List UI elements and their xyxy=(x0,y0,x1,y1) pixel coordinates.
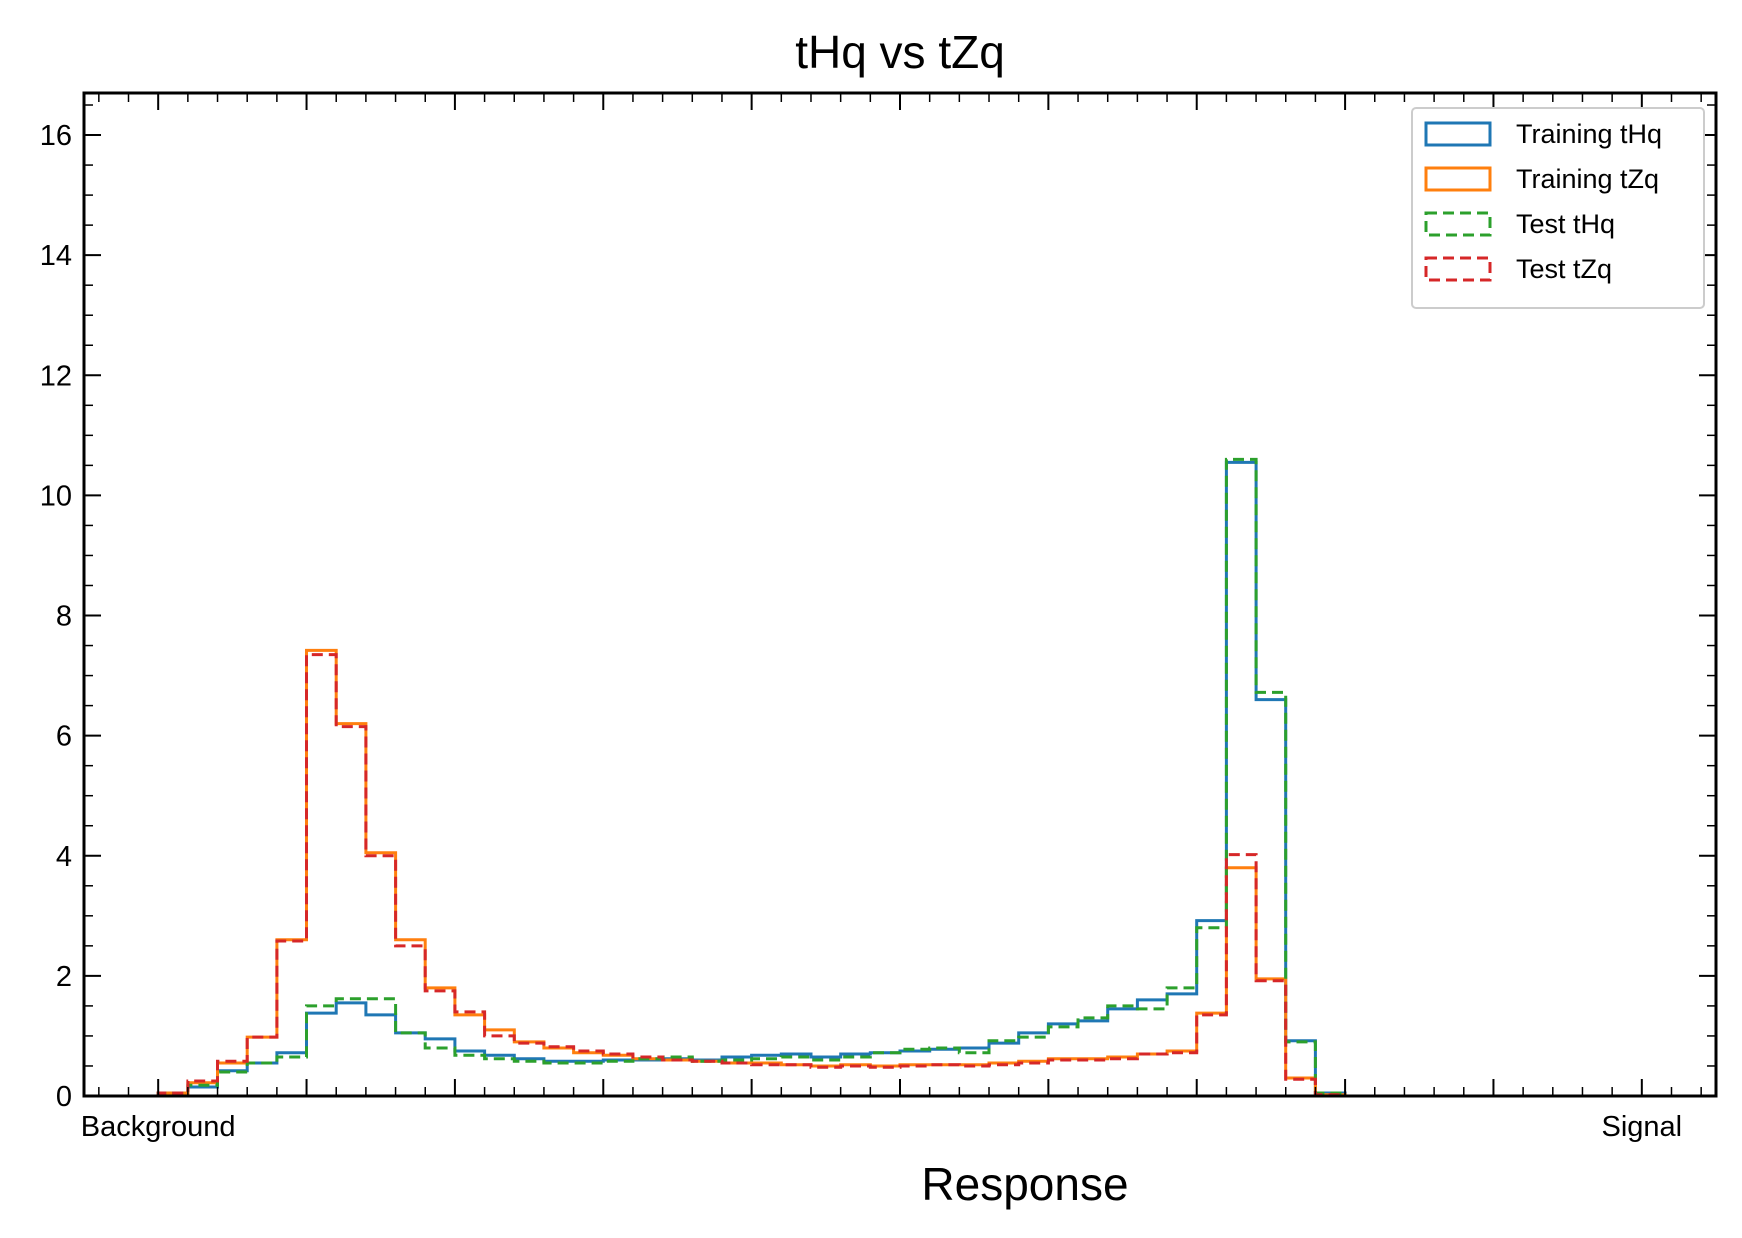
chart-title: tHq vs tZq xyxy=(795,26,1005,78)
y-tick-label: 10 xyxy=(40,480,72,512)
x-tick-label: Background xyxy=(81,1111,236,1143)
y-tick-label: 14 xyxy=(40,240,72,272)
series-line-2 xyxy=(156,457,1642,1098)
legend-swatch-1 xyxy=(1424,166,1492,192)
y-tick-label: 4 xyxy=(56,841,72,873)
x-axis-label: Response xyxy=(921,1158,1128,1210)
y-tick-label: 6 xyxy=(56,721,72,753)
legend: Training tHq Training tZq Test tHq Test tZq xyxy=(1411,107,1705,309)
series-line-3 xyxy=(156,653,1642,1098)
y-tick-label: 12 xyxy=(40,360,72,392)
series-layer xyxy=(156,457,1642,1098)
y-tick-label: 2 xyxy=(56,961,72,993)
legend-label-1: Training tZq xyxy=(1516,164,1659,194)
plot-frame xyxy=(82,91,1718,1098)
legend-swatch-0 xyxy=(1424,121,1492,147)
legend-label-0: Training tHq xyxy=(1516,119,1662,149)
legend-swatch-3 xyxy=(1424,256,1492,282)
legend-label-3: Test tZq xyxy=(1516,254,1612,284)
ticks-layer: 0 2 4 6 8 10 12 14 16 Background Signal xyxy=(40,93,1716,1143)
x-tick-label: Signal xyxy=(1602,1111,1683,1143)
y-tick-label: 8 xyxy=(56,601,72,633)
y-tick-label: 16 xyxy=(40,120,72,152)
y-tick-label: 0 xyxy=(56,1081,72,1113)
legend-label-2: Test tHq xyxy=(1516,209,1615,239)
legend-swatch-2 xyxy=(1424,211,1492,237)
